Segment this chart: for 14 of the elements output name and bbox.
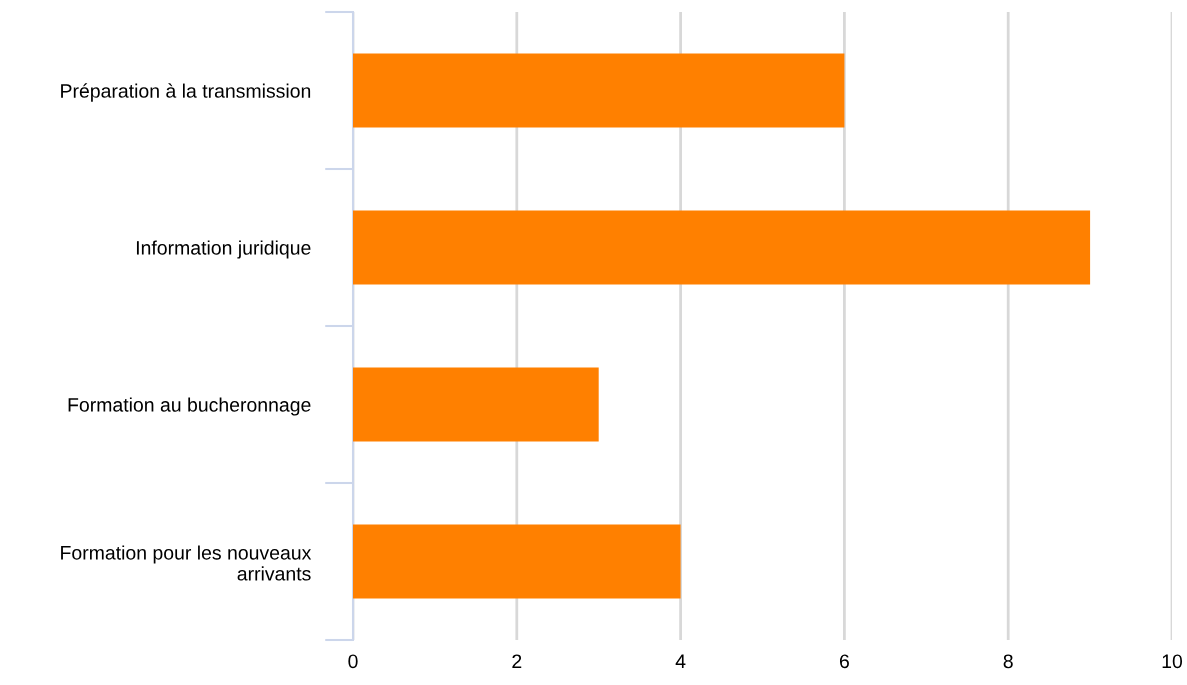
y-tick-label: Formation au bucheronnage bbox=[68, 397, 311, 416]
bar bbox=[353, 53, 845, 128]
x-tick-label: 0 bbox=[348, 654, 358, 669]
x-tick-label: 10 bbox=[1162, 654, 1183, 669]
y-tick-label: Information juridique bbox=[136, 240, 311, 259]
y-tick-label: Préparation à la transmission bbox=[61, 83, 311, 102]
x-tick-label: 4 bbox=[675, 654, 686, 668]
bar bbox=[353, 367, 599, 442]
x-tick-label: 6 bbox=[839, 654, 849, 669]
y-tick-label: Formation pour les nouveaux arrivants bbox=[61, 545, 312, 581]
x-tick-label: 2 bbox=[512, 654, 522, 668]
bar bbox=[353, 524, 681, 599]
bar bbox=[353, 210, 1091, 285]
x-tick-label: 8 bbox=[1003, 654, 1013, 669]
